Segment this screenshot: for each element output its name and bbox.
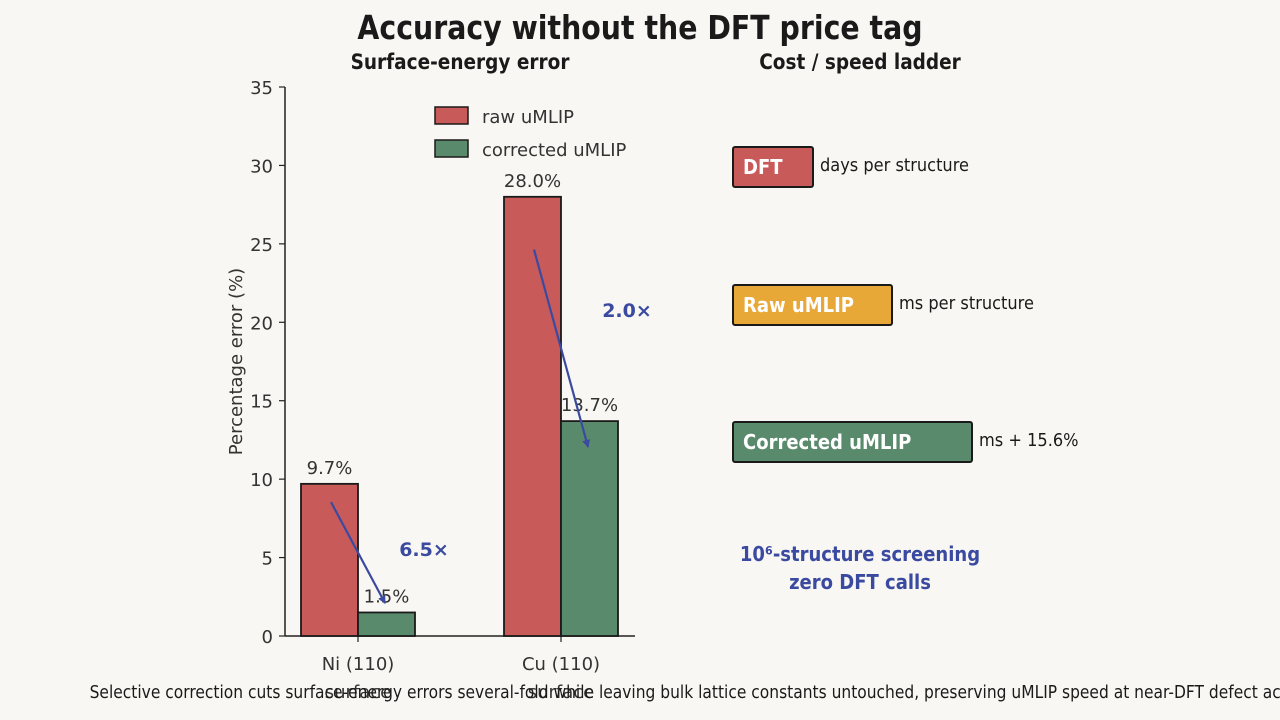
chart-subtitle: Surface-energy error	[350, 50, 570, 74]
bar-value-label: 28.0%	[504, 171, 561, 192]
y-axis-label: Percentage error (%)	[226, 268, 247, 455]
legend-swatch	[434, 106, 469, 125]
footer-caption: Selective correction cuts surface-energy…	[89, 682, 1280, 703]
y-tick-label: 30	[250, 156, 273, 177]
y-tick-label: 10	[250, 470, 273, 491]
x-tick-label: Cu (110) surface	[522, 654, 600, 703]
ladder-box-raw-umlip: Raw uMLIP	[732, 284, 893, 326]
legend-swatch	[434, 139, 469, 158]
y-tick-label: 25	[250, 235, 273, 256]
ladder-box-label: Raw uMLIP	[743, 293, 854, 317]
reduction-factor-label: 2.0×	[602, 300, 652, 322]
screening-line-1: 10⁶-structure screening	[739, 542, 981, 566]
x-tick-label: Ni (110) surface	[322, 654, 395, 703]
screening-line-2: zero DFT calls	[789, 570, 931, 594]
ladder-subtitle: Cost / speed ladder	[759, 50, 961, 74]
ladder-box-label: Corrected uMLIP	[743, 430, 912, 454]
y-tick-label: 5	[262, 549, 273, 570]
screening-note: 10⁶-structure screening zero DFT calls	[716, 540, 1004, 596]
legend-label: corrected uMLIP	[482, 140, 627, 161]
legend-label: raw uMLIP	[482, 107, 574, 128]
y-tick-label: 0	[262, 627, 273, 648]
ladder-box-corrected-umlip: Corrected uMLIP	[732, 421, 973, 463]
bar-value-label: 9.7%	[307, 458, 353, 479]
y-tick-label: 15	[250, 392, 273, 413]
y-tick-label: 35	[250, 78, 273, 99]
reduction-arrow	[532, 249, 591, 448]
bar-value-label: 13.7%	[561, 395, 618, 416]
reduction-factor-label: 6.5×	[399, 539, 449, 561]
main-title: Accuracy without the DFT price tag	[357, 8, 923, 47]
ladder-desc: days per structure	[820, 155, 969, 176]
reduction-arrow	[330, 501, 386, 604]
ladder-box-label: DFT	[743, 155, 783, 179]
bar-raw	[300, 482, 359, 637]
bar-corrected	[560, 420, 619, 637]
bar-raw	[503, 195, 562, 637]
bar-value-label: 1.5%	[364, 586, 410, 607]
y-tick-label: 20	[250, 313, 273, 334]
ladder-box-dft: DFT	[732, 146, 814, 188]
bar-corrected	[357, 611, 416, 637]
ladder-desc: ms + 15.6%	[979, 430, 1079, 451]
ladder-desc: ms per structure	[899, 293, 1034, 314]
